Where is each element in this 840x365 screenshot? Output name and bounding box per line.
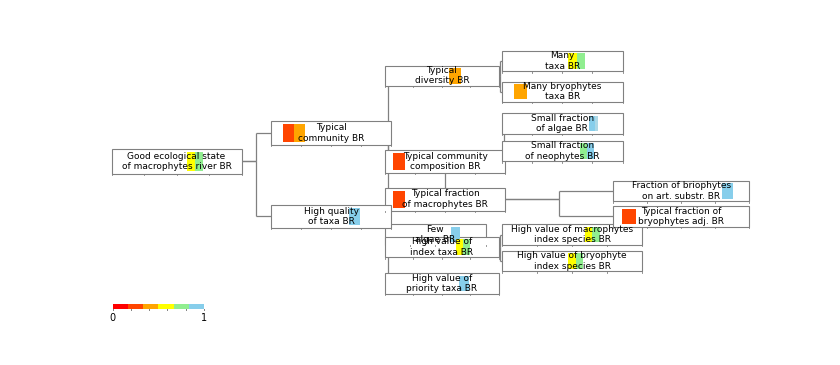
FancyBboxPatch shape (502, 224, 642, 245)
FancyBboxPatch shape (587, 143, 594, 159)
FancyBboxPatch shape (463, 239, 470, 255)
FancyBboxPatch shape (189, 304, 204, 309)
FancyBboxPatch shape (569, 53, 577, 69)
FancyBboxPatch shape (271, 205, 391, 228)
Text: Typical
diversity BR: Typical diversity BR (415, 66, 470, 85)
FancyBboxPatch shape (613, 181, 749, 201)
FancyBboxPatch shape (385, 150, 506, 173)
Text: High value of
index taxa BR: High value of index taxa BR (410, 238, 474, 257)
FancyBboxPatch shape (613, 206, 749, 227)
Text: Small fraction
of algae BR: Small fraction of algae BR (531, 114, 594, 134)
FancyBboxPatch shape (455, 239, 463, 255)
FancyBboxPatch shape (592, 227, 600, 242)
FancyBboxPatch shape (174, 304, 189, 309)
Text: Fraction of briophytes
on art. substr. BR: Fraction of briophytes on art. substr. B… (632, 181, 731, 201)
Text: Small fraction
of neophytes BR: Small fraction of neophytes BR (525, 142, 600, 161)
FancyBboxPatch shape (585, 227, 592, 242)
Text: Many
taxa BR: Many taxa BR (544, 51, 580, 71)
FancyBboxPatch shape (195, 152, 202, 171)
FancyBboxPatch shape (385, 237, 499, 257)
Text: Good ecological state
of macrophytes river BR: Good ecological state of macrophytes riv… (122, 152, 232, 171)
FancyBboxPatch shape (450, 227, 459, 242)
FancyBboxPatch shape (385, 273, 499, 294)
FancyBboxPatch shape (449, 68, 461, 84)
Text: Typical fraction of
bryophytes adj. BR: Typical fraction of bryophytes adj. BR (638, 207, 724, 226)
FancyBboxPatch shape (502, 141, 622, 161)
FancyBboxPatch shape (271, 121, 391, 145)
FancyBboxPatch shape (393, 191, 406, 208)
FancyBboxPatch shape (385, 188, 506, 211)
Text: Few
algae BR: Few algae BR (415, 225, 455, 244)
FancyBboxPatch shape (385, 65, 499, 86)
Text: High quality
of taxa BR: High quality of taxa BR (304, 207, 359, 226)
Text: High value of bryophyte
index species BR: High value of bryophyte index species BR (517, 251, 627, 270)
FancyBboxPatch shape (580, 143, 587, 159)
FancyBboxPatch shape (577, 53, 585, 69)
FancyBboxPatch shape (128, 304, 143, 309)
Text: Many bryophytes
taxa BR: Many bryophytes taxa BR (523, 82, 601, 101)
FancyBboxPatch shape (502, 51, 622, 71)
Text: High value of
priority taxa BR: High value of priority taxa BR (407, 274, 477, 293)
Text: 1: 1 (201, 313, 207, 323)
FancyBboxPatch shape (113, 304, 128, 309)
FancyBboxPatch shape (596, 116, 598, 131)
Text: High value of macrophytes
index species BR: High value of macrophytes index species … (511, 225, 633, 244)
FancyBboxPatch shape (514, 84, 528, 100)
FancyBboxPatch shape (622, 209, 636, 224)
FancyBboxPatch shape (502, 251, 642, 271)
Text: Typical community
composition BR: Typical community composition BR (402, 152, 487, 171)
FancyBboxPatch shape (459, 276, 470, 291)
FancyBboxPatch shape (589, 116, 596, 131)
FancyBboxPatch shape (349, 208, 360, 225)
Text: Typical
community BR: Typical community BR (298, 123, 365, 143)
FancyBboxPatch shape (722, 184, 733, 199)
FancyBboxPatch shape (112, 149, 242, 174)
FancyBboxPatch shape (294, 124, 305, 142)
Text: 0: 0 (110, 313, 116, 323)
FancyBboxPatch shape (283, 124, 294, 142)
FancyBboxPatch shape (575, 253, 583, 269)
FancyBboxPatch shape (568, 253, 575, 269)
FancyBboxPatch shape (143, 304, 159, 309)
FancyBboxPatch shape (187, 152, 195, 171)
Text: Typical fraction
of macrophytes BR: Typical fraction of macrophytes BR (402, 189, 488, 209)
FancyBboxPatch shape (502, 114, 622, 134)
FancyBboxPatch shape (159, 304, 174, 309)
FancyBboxPatch shape (385, 224, 486, 245)
FancyBboxPatch shape (393, 153, 406, 170)
FancyBboxPatch shape (502, 81, 622, 102)
